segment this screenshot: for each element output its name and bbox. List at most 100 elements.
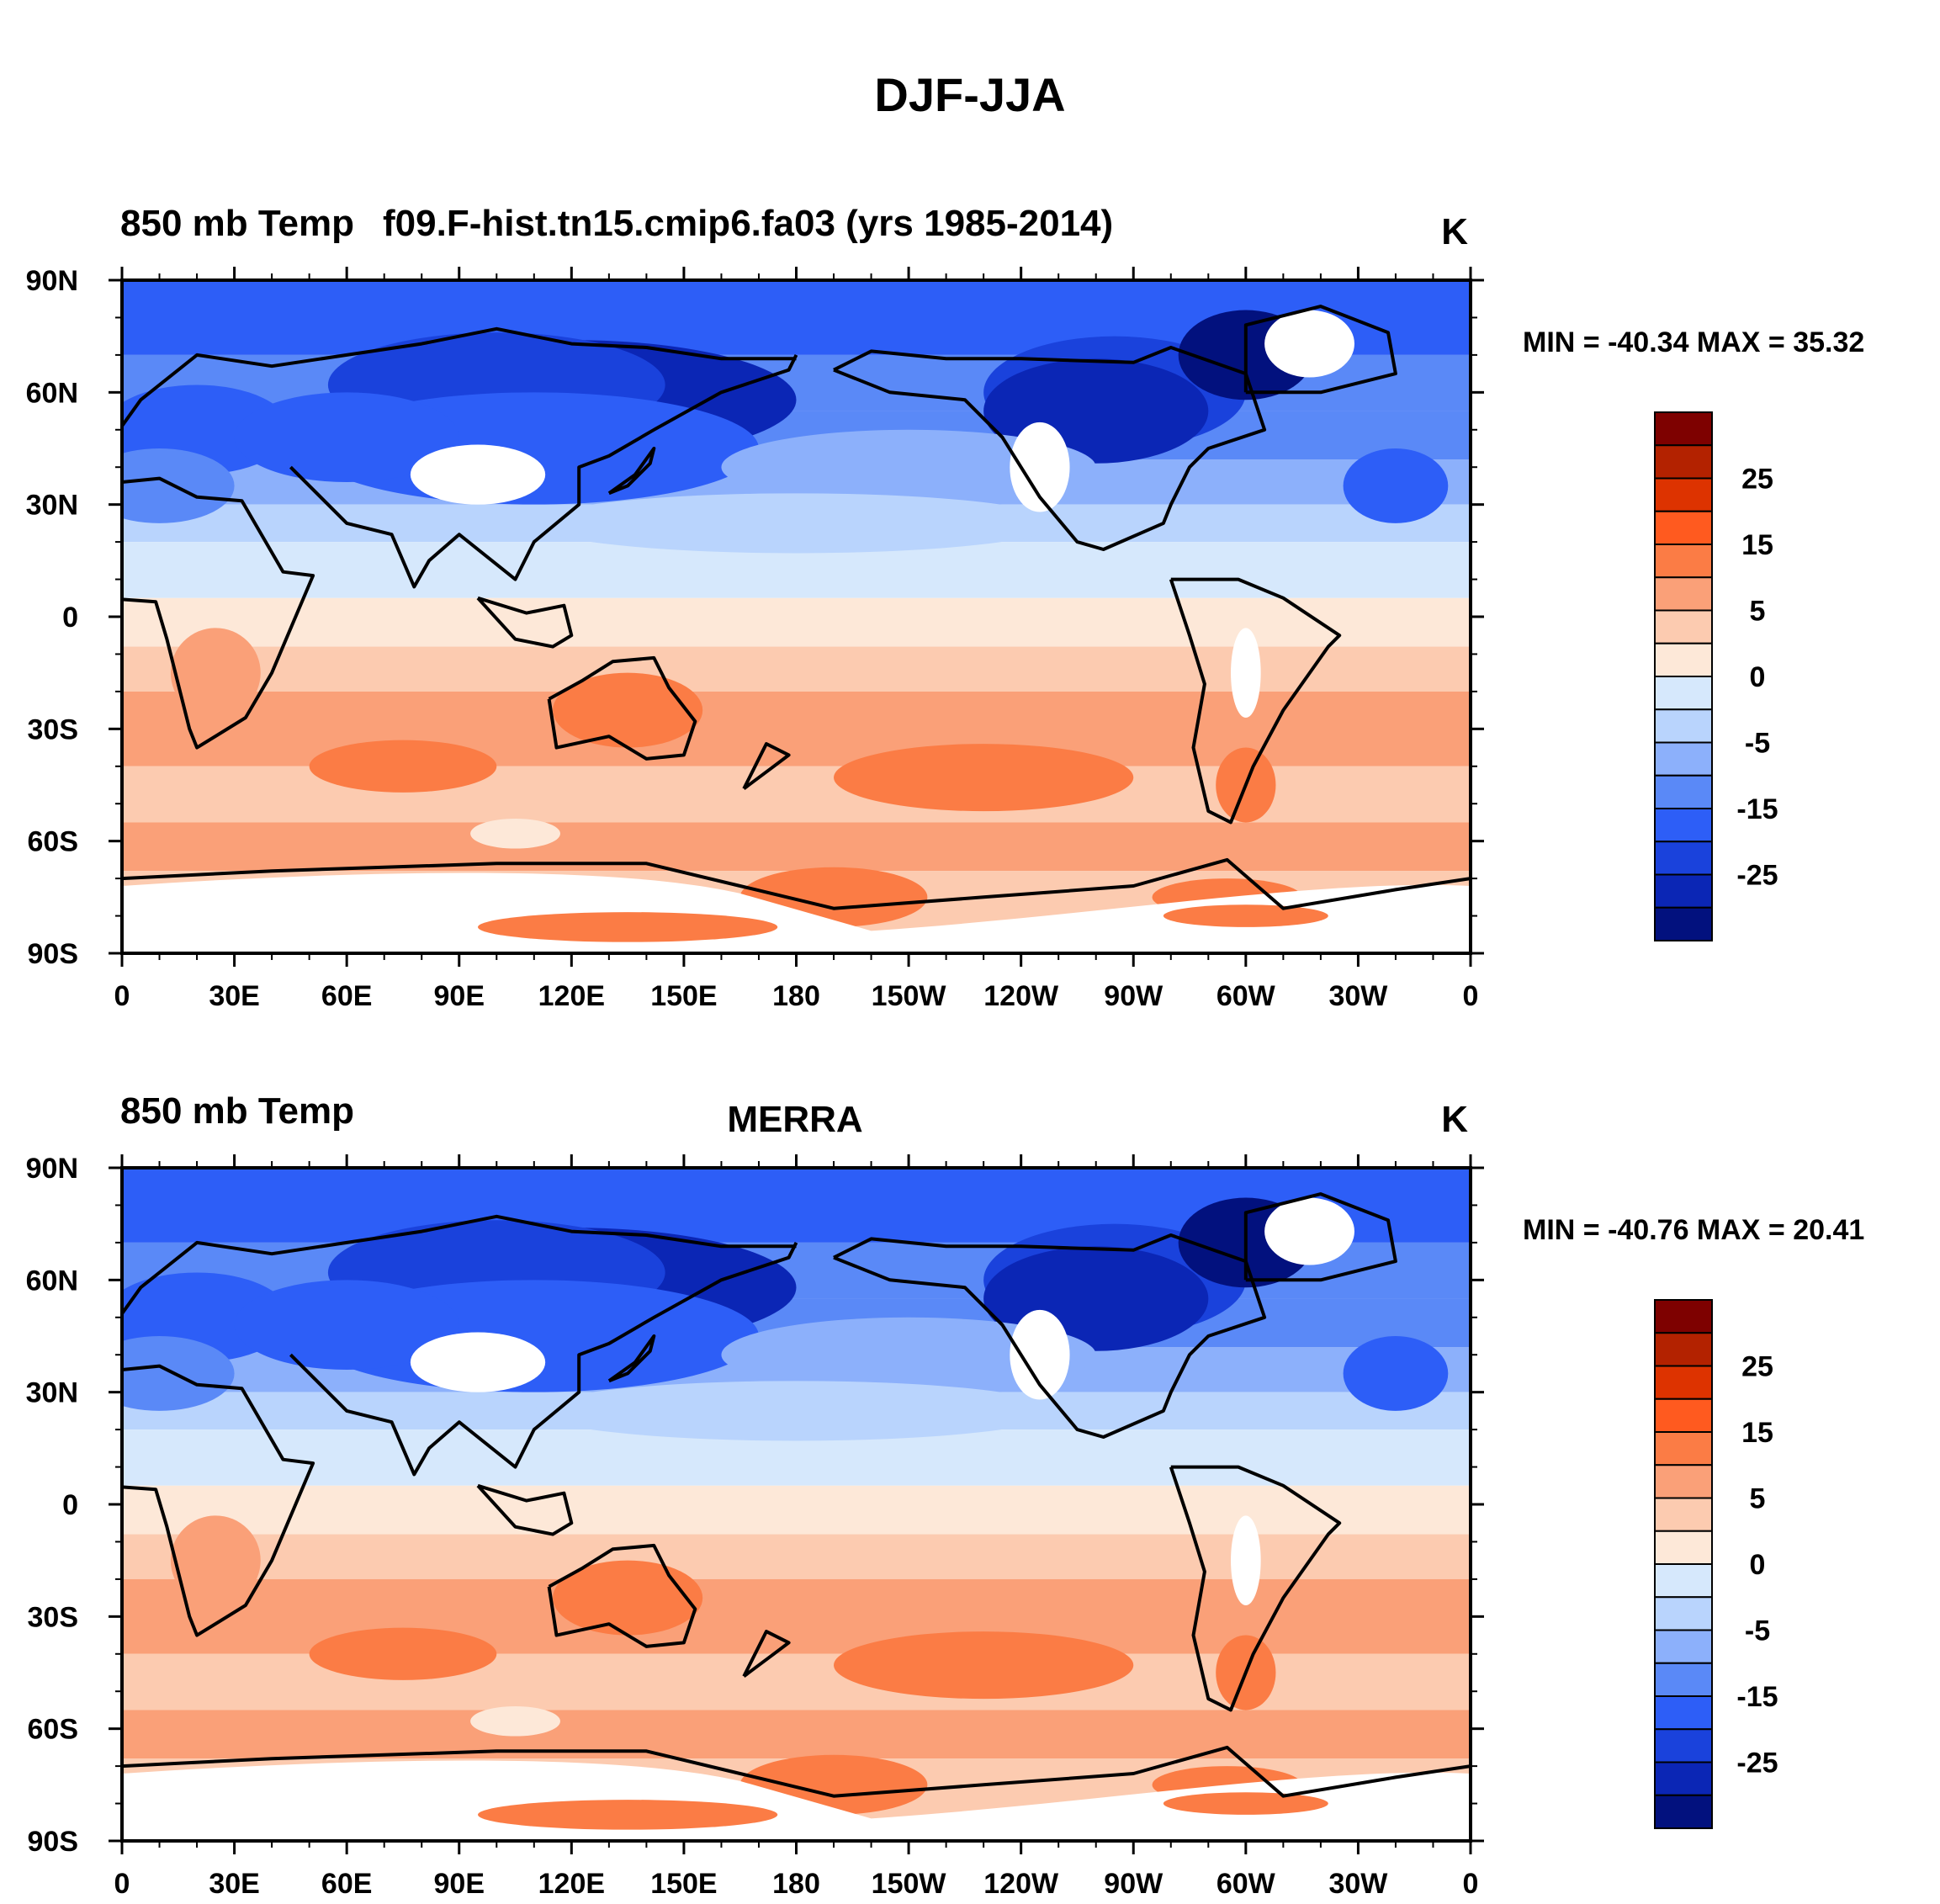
y-tick-label: 30S [28, 1601, 79, 1633]
colorbar-swatch [1654, 774, 1713, 809]
panel-title-left: 850 mb Temp [120, 1090, 354, 1132]
x-tick-label: 0 [114, 1868, 130, 1900]
field-anomaly [309, 740, 497, 793]
y-tick-label: 90S [28, 938, 79, 970]
y-tick-label: 30N [26, 490, 78, 522]
field-anomaly [1343, 448, 1449, 523]
colorbar-swatch [1654, 1728, 1713, 1763]
panel-units: K [1441, 1099, 1468, 1140]
coastline [833, 346, 1267, 551]
missing-data-region [410, 1332, 546, 1392]
x-tick-label: 180 [772, 1868, 820, 1900]
x-tick-label: 150W [872, 980, 947, 1012]
panel-title-left: 850 mb Temp [120, 203, 354, 244]
min-max-label: MIN = -40.76 MAX = 20.41 [1523, 1214, 1864, 1246]
coastline [122, 857, 1471, 910]
x-tick-label: 0 [1463, 1868, 1479, 1900]
field-band [122, 597, 1471, 647]
colorbar-swatch [1654, 576, 1713, 612]
field-anomaly [234, 392, 459, 482]
colorbar-swatch [1654, 642, 1713, 677]
colorbar-swatch [1654, 544, 1713, 579]
coastline [476, 1483, 574, 1536]
colorbar-label: 5 [1750, 1483, 1766, 1515]
coastline [122, 476, 315, 750]
x-tick-label: 150E [650, 980, 717, 1012]
colorbar-swatch [1654, 609, 1713, 644]
coastline [742, 742, 791, 791]
coastline [122, 1745, 1471, 1798]
colorbar: 25 15 5 0 -5 -15 -25 [1654, 1299, 1778, 1829]
x-tick-label: 30E [209, 1868, 260, 1900]
coastline [476, 596, 574, 649]
colorbar-swatch [1654, 1464, 1713, 1499]
antarctica-missing [122, 872, 1471, 953]
colorbar-swatch [1654, 906, 1713, 941]
field-band [122, 1710, 1471, 1759]
min-max-label: MIN = -40.34 MAX = 35.32 [1523, 326, 1864, 358]
field-anomaly [170, 1515, 261, 1605]
coastline [607, 447, 656, 496]
x-tick-label: 120E [538, 1868, 605, 1900]
missing-data-region [1010, 1309, 1070, 1400]
colorbar-swatch [1654, 477, 1713, 512]
field-anomaly [170, 628, 261, 719]
field-plot [122, 1168, 1471, 1841]
colorbar-label: 25 [1741, 464, 1773, 496]
coastline [547, 655, 697, 761]
colorbar-swatch [1654, 1398, 1713, 1433]
x-tick-label: 0 [1463, 980, 1479, 1012]
field-anomaly [533, 493, 1059, 554]
colorbar-label: 15 [1741, 529, 1773, 561]
x-tick-label: 30W [1328, 980, 1388, 1012]
x-tick-label: 120E [538, 980, 605, 1012]
missing-data-region [1264, 310, 1354, 378]
x-tick-label: 30W [1328, 1868, 1388, 1900]
x-tick-label: 120W [983, 980, 1059, 1012]
map-panel-model: 850 mb Temp f09.F-hist.tn15.cmip6.fa03 (… [26, 203, 1865, 1012]
field-anomaly [122, 448, 235, 523]
colorbar-label: -15 [1736, 793, 1778, 825]
colorbar-swatch [1654, 1365, 1713, 1400]
colorbar-swatch [1654, 1761, 1713, 1796]
field-anomaly [834, 744, 1134, 812]
x-tick-label: 90W [1104, 1868, 1163, 1900]
field-anomaly [234, 1280, 459, 1370]
colorbar-swatch [1654, 1695, 1713, 1731]
coastline [289, 354, 798, 589]
x-tick-label: 90W [1104, 980, 1163, 1012]
coastline [1243, 1192, 1397, 1282]
colorbar-swatch [1654, 411, 1713, 447]
field-anomaly [470, 1706, 560, 1737]
colorbar-swatch [1654, 1596, 1713, 1631]
field-band [122, 1485, 1471, 1535]
field-anomaly [478, 912, 778, 942]
colorbar-label: -5 [1745, 728, 1770, 760]
field-anomaly [533, 1381, 1059, 1441]
coastline [833, 1233, 1267, 1439]
y-tick-label: 60N [26, 377, 78, 409]
field-anomaly [721, 429, 1096, 505]
colorbar-swatch [1654, 1431, 1713, 1466]
colorbar-label: 15 [1741, 1417, 1773, 1449]
missing-data-region [1231, 1515, 1261, 1605]
x-tick-label: 30E [209, 980, 260, 1012]
x-tick-label: 180 [772, 980, 820, 1012]
x-tick-label: 90E [434, 980, 485, 1012]
colorbar-swatch [1654, 873, 1713, 909]
colorbar-swatch [1654, 1563, 1713, 1599]
colorbar-swatch [1654, 444, 1713, 480]
y-tick-label: 90N [26, 1153, 78, 1185]
figure-title: DJF-JJA [874, 68, 1065, 121]
y-tick-label: 60S [28, 826, 79, 858]
x-tick-label: 150E [650, 1868, 717, 1900]
coastline [289, 1242, 798, 1477]
field-anomaly [478, 1800, 778, 1830]
field-anomaly [309, 1627, 497, 1680]
y-tick-label: 0 [62, 1489, 78, 1521]
y-tick-label: 0 [62, 602, 78, 634]
colorbar-swatch [1654, 1629, 1713, 1664]
field-anomaly [721, 1317, 1096, 1392]
panel-title-center: f09.F-hist.tn15.cmip6.fa03 (yrs 1985-201… [383, 203, 1113, 244]
